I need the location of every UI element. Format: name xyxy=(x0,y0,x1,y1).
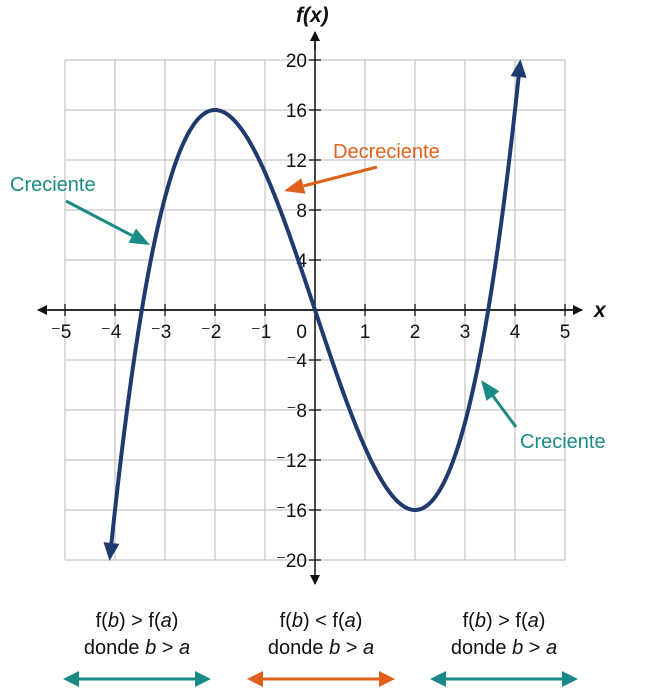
x-tick-label: ⁻4 xyxy=(101,322,122,343)
x-tick-label: 4 xyxy=(510,322,521,343)
arrowhead-icon xyxy=(284,178,306,194)
y-tick-label: 12 xyxy=(286,151,307,172)
condition-inequality: f(b) < f(a) xyxy=(279,610,363,632)
arrowhead-icon xyxy=(128,228,150,245)
y-tick-label: ⁻8 xyxy=(286,401,307,422)
x-axis-title: x xyxy=(593,299,607,322)
condition-inequality: f(b) > f(a) xyxy=(95,610,179,632)
x-tick-label: ⁻1 xyxy=(251,322,272,343)
condition-inequality: f(b) > f(a) xyxy=(462,610,546,632)
x-tick-label: 3 xyxy=(460,322,471,343)
condition-where: donde b > a xyxy=(83,637,191,659)
y-tick-label: ⁻12 xyxy=(276,451,307,472)
y-tick-label: 16 xyxy=(286,101,307,122)
origin-label: 0 xyxy=(296,322,307,343)
x-tick-label: 2 xyxy=(410,322,421,343)
y-tick-label: 8 xyxy=(296,201,307,222)
x-tick-label: 1 xyxy=(360,322,371,343)
annotation-label: Decreciente xyxy=(333,141,440,163)
arrow-left-icon xyxy=(63,671,79,687)
annotation-label: Creciente xyxy=(10,174,96,196)
arrow-right-icon xyxy=(562,671,578,687)
arrow-right-icon xyxy=(379,671,395,687)
x-tick-label: ⁻5 xyxy=(51,322,72,343)
annotation-label: Creciente xyxy=(520,431,606,453)
annotation-arrow xyxy=(302,165,378,188)
interval-condition-2: f(b) < f(a) donde b > a xyxy=(231,608,411,662)
arrow-right-icon xyxy=(195,671,211,687)
curve-arrowhead-icon xyxy=(510,59,527,78)
annotation-arrow xyxy=(491,395,518,428)
axes xyxy=(37,31,583,585)
y-tick-label: 4 xyxy=(296,251,307,272)
y-axis-title: f(x) xyxy=(296,4,329,27)
x-tick-label: 5 xyxy=(560,322,571,343)
annotation-arrow xyxy=(65,199,133,238)
curve-arrowhead-icon xyxy=(103,542,120,561)
y-tick-label: ⁻16 xyxy=(276,501,307,522)
function-curve xyxy=(103,59,527,561)
y-tick-label: ⁻20 xyxy=(276,551,307,572)
y-tick-label: ⁻4 xyxy=(286,351,307,372)
arrow-left-icon xyxy=(430,671,446,687)
condition-where: donde b > a xyxy=(450,637,558,659)
condition-where: donde b > a xyxy=(267,637,375,659)
arrow-left-icon xyxy=(247,671,263,687)
x-tick-label: ⁻2 xyxy=(201,322,222,343)
curve-path xyxy=(109,71,521,549)
arrowhead-icon xyxy=(481,380,500,401)
y-tick-label: 20 xyxy=(286,51,307,72)
interval-condition-1: f(b) > f(a) donde b > a xyxy=(47,608,227,662)
annotations: Creciente Decreciente Creciente xyxy=(10,141,606,453)
interval-condition-3: f(b) > f(a) donde b > a xyxy=(414,608,594,662)
x-tick-label: ⁻3 xyxy=(151,322,172,343)
